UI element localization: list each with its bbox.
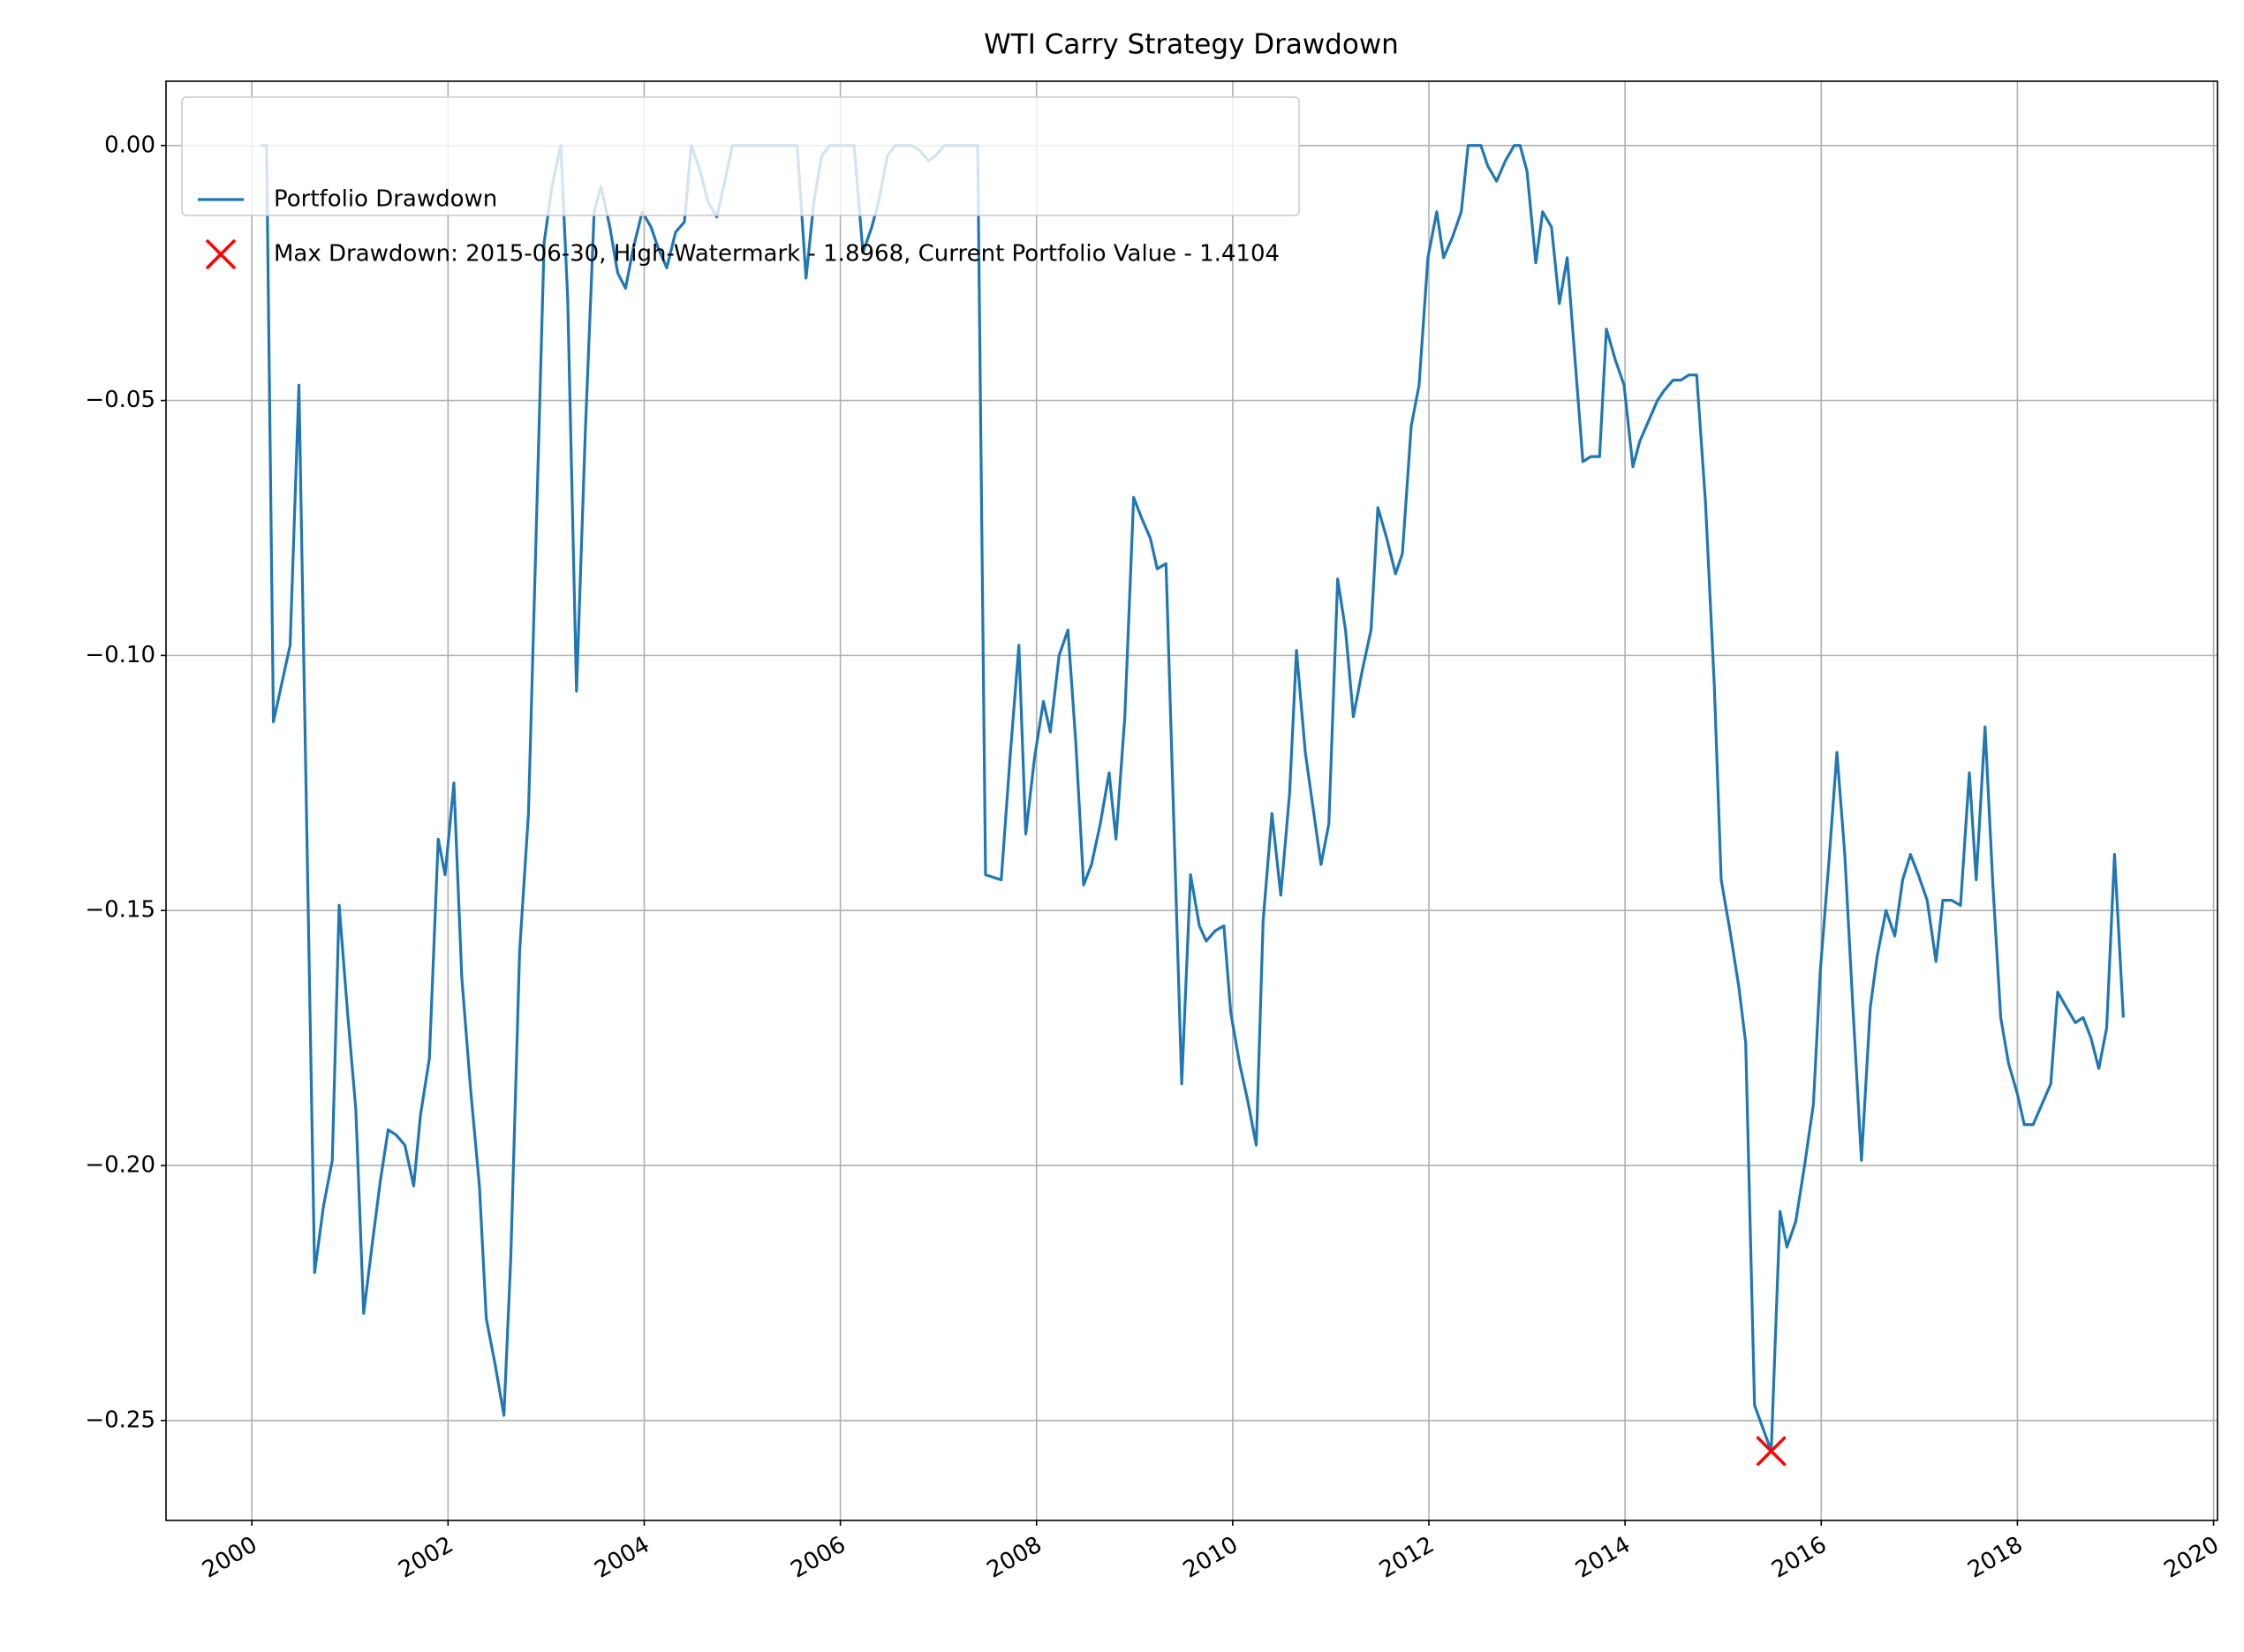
legend-swatch	[205, 238, 237, 270]
y-tick-label: −0.05	[85, 387, 155, 413]
legend-label: Max Drawdown: 2015-06-30, High-Watermark…	[274, 241, 1280, 268]
y-tick-label: −0.10	[85, 642, 155, 668]
max-drawdown-marker	[1756, 1436, 1787, 1467]
chart-title: WTI Carry Strategy Drawdown	[984, 29, 1399, 61]
data-line	[261, 144, 2125, 1453]
marker-stroke	[205, 238, 237, 270]
y-tick-label: −0.25	[85, 1407, 155, 1433]
y-tick-label: 0.00	[104, 132, 155, 158]
legend: Portfolio Drawdown Max Drawdown: 2015-06-…	[181, 96, 1300, 270]
legend-label: Portfolio Drawdown	[274, 186, 497, 213]
marker-stroke	[1756, 1436, 1787, 1467]
axes-frame	[165, 80, 2218, 1521]
y-tick-label: −0.20	[85, 1151, 155, 1178]
legend-box	[181, 96, 1300, 216]
y-tick-label: −0.15	[85, 897, 155, 924]
